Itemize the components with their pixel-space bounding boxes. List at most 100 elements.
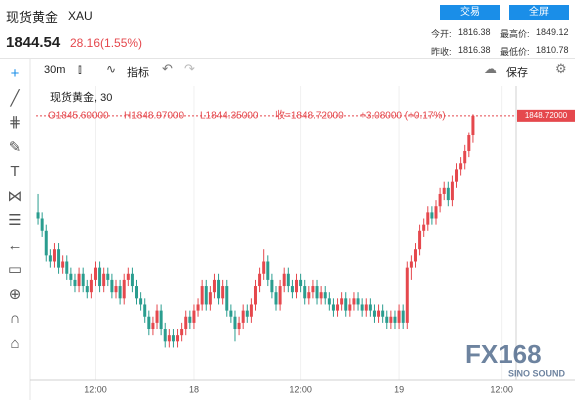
interval-button[interactable]: 30m <box>44 64 66 76</box>
candle-body <box>377 310 381 317</box>
candle-body <box>40 218 44 231</box>
candle-body <box>167 335 171 342</box>
candle-body <box>258 273 262 287</box>
candle-body <box>413 249 417 262</box>
candle-body <box>208 292 212 305</box>
trade-button[interactable]: 交易 <box>440 5 500 20</box>
last-price-label: 1848.72000 <box>525 111 568 120</box>
stat-value: 1810.78 <box>536 45 569 55</box>
ohlc-close: 收=1848.72000 <box>275 109 344 122</box>
candle-body <box>299 279 303 287</box>
candle-body <box>409 261 413 268</box>
candle-body <box>295 279 299 293</box>
candle-body <box>274 292 278 305</box>
candle-body <box>307 292 311 299</box>
candle-body <box>81 273 85 287</box>
undo-button[interactable]: ↶ <box>162 61 173 76</box>
candle-body <box>368 304 372 311</box>
candle-body <box>69 273 73 280</box>
stat-value: 1849.12 <box>536 27 569 37</box>
candle-body <box>471 115 475 136</box>
candle-body <box>401 310 405 323</box>
candle-body <box>331 304 335 311</box>
stat-label: 最低价: <box>500 47 530 57</box>
candle-body <box>245 310 249 317</box>
candle-body <box>340 298 344 305</box>
candle-body <box>253 286 257 305</box>
candle-body <box>192 310 196 323</box>
last-price-tag <box>517 109 575 122</box>
candle-body <box>98 267 102 287</box>
divider <box>0 58 575 59</box>
candle-body <box>237 322 241 330</box>
candle-body <box>106 273 110 280</box>
candle-body <box>467 135 471 151</box>
candle-body <box>364 304 368 311</box>
candle-body <box>163 329 167 342</box>
candle-body <box>204 286 208 305</box>
candle-body <box>381 310 385 317</box>
candle-body <box>212 279 216 293</box>
instrument-symbol: XAU <box>68 9 93 23</box>
x-tick-label: 18 <box>189 384 199 394</box>
candle-body <box>44 230 48 256</box>
candle-body <box>290 286 294 293</box>
candle-body <box>36 212 40 219</box>
candle-body <box>405 267 409 323</box>
candle-body <box>286 273 290 287</box>
candle-body <box>266 261 270 280</box>
candle-body <box>455 169 459 182</box>
candle-body <box>344 298 348 311</box>
candle-body <box>438 193 442 207</box>
drawing-toolbar[interactable]: + ╱ ⋕ ✎ T ⋈ ☰ ← ▭ ⊕ ∩ ⌂ <box>7 65 23 352</box>
candle-body <box>114 286 118 293</box>
legend: 现货黄金, 30 <box>50 90 112 104</box>
price-change: 28.16(1.55%) <box>70 36 143 50</box>
indicator-button[interactable]: 指标 <box>127 67 149 79</box>
candle-body <box>89 279 93 293</box>
candle-body <box>233 316 237 330</box>
candle-body <box>93 267 97 280</box>
candle-body <box>352 298 356 305</box>
candle-body <box>336 304 340 311</box>
stat-label: 最高价: <box>500 29 530 39</box>
candle-body <box>102 273 106 287</box>
candle-body <box>155 310 159 323</box>
candle-body <box>171 335 175 342</box>
candle-body <box>356 298 360 305</box>
x-tick-label: 12:00 <box>490 384 513 394</box>
candle-body <box>130 273 134 287</box>
candle-body <box>61 261 65 268</box>
price: 1844.54 <box>6 34 61 51</box>
candle-type-icon[interactable]: ⫾ <box>78 62 82 76</box>
candle-body <box>450 181 454 201</box>
candle-body <box>311 286 315 293</box>
candle-body <box>48 255 52 262</box>
candle-body <box>180 329 184 336</box>
candle-body <box>282 273 286 287</box>
redo-button[interactable]: ↷ <box>184 61 195 76</box>
candle-body <box>303 286 307 299</box>
fullscreen-button[interactable]: 全屏 <box>509 5 569 20</box>
candle-body <box>118 286 122 299</box>
candle-body <box>241 310 245 323</box>
indicator-icon[interactable]: ∿ <box>106 62 117 76</box>
save-button[interactable]: 保存 <box>506 67 528 79</box>
candle-body <box>393 316 397 323</box>
cloud-icon[interactable]: ☁ <box>484 61 497 76</box>
watermark: FX168 <box>465 339 542 369</box>
candle-body <box>270 279 274 293</box>
candle-body <box>389 316 393 323</box>
ohlc-high: H1848.97000 <box>124 111 184 122</box>
candle-body <box>385 316 389 323</box>
candle-body <box>57 249 61 268</box>
candle-body <box>77 273 81 287</box>
ohlc-change: +3.08000 (+0.17%) <box>360 111 446 122</box>
candle-body <box>126 273 130 280</box>
candle-body <box>85 286 89 293</box>
candle-body <box>139 298 143 305</box>
settings-button[interactable]: ⚙ <box>555 61 567 76</box>
x-tick-label: 12:00 <box>84 384 107 394</box>
candle-body <box>151 322 155 330</box>
